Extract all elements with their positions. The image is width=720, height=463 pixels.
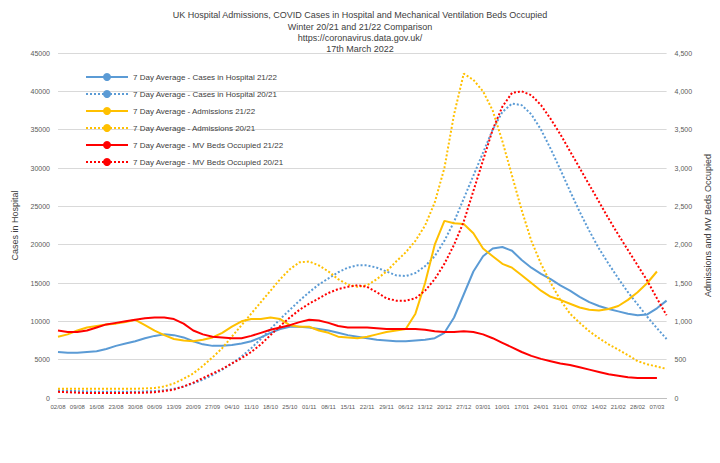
svg-text:27/09: 27/09 [205,404,221,410]
svg-text:7 Day Average - MV Beds Occupi: 7 Day Average - MV Beds Occupied 21/22 [133,141,284,150]
svg-text:29/11: 29/11 [379,404,394,410]
svg-text:21/02: 21/02 [611,404,627,410]
svg-text:1,500: 1,500 [675,280,693,287]
svg-text:20000: 20000 [31,241,51,248]
svg-text:2,000: 2,000 [675,241,693,248]
svg-text:500: 500 [675,356,687,363]
svg-text:7 Day Average - Cases in Hospi: 7 Day Average - Cases in Hospital 21/22 [133,73,277,82]
svg-text:07/02: 07/02 [572,404,588,410]
svg-text:20/09: 20/09 [186,404,202,410]
svg-text:7 Day Average - Cases in Hospi: 7 Day Average - Cases in Hospital 20/21 [133,90,277,99]
svg-text:20/12: 20/12 [437,404,453,410]
svg-text:Cases in Hospital: Cases in Hospital [10,190,20,260]
svg-text:30/08: 30/08 [128,404,144,410]
svg-text:10/01: 10/01 [495,404,511,410]
svg-text:13/12: 13/12 [418,404,434,410]
svg-text:02/08: 02/08 [50,404,66,410]
svg-text:11/10: 11/10 [244,404,259,410]
svg-text:09/08: 09/08 [70,404,86,410]
svg-text:14/02: 14/02 [591,404,607,410]
svg-text:06/09: 06/09 [147,404,163,410]
svg-text:30000: 30000 [31,165,51,172]
svg-text:18/10: 18/10 [263,404,279,410]
svg-text:06/12: 06/12 [398,404,414,410]
svg-text:5000: 5000 [34,356,50,363]
svg-text:Admissions and MV Beds Occupie: Admissions and MV Beds Occupied [703,154,713,297]
svg-text:4,500: 4,500 [675,50,693,57]
svg-text:23/08: 23/08 [108,404,124,410]
svg-text:7 Day Average - MV Beds Occupi: 7 Day Average - MV Beds Occupied 20/21 [133,158,284,167]
svg-text:07/03: 07/03 [649,404,665,410]
svg-text:25/10: 25/10 [282,404,298,410]
svg-text:Winter 20/21 and 21/22 Compari: Winter 20/21 and 21/22 Comparison [288,22,433,32]
svg-text:22/11: 22/11 [360,404,375,410]
svg-text:24/01: 24/01 [533,404,549,410]
svg-text:31/01: 31/01 [553,404,569,410]
svg-text:3,000: 3,000 [675,165,693,172]
svg-text:15000: 15000 [31,280,51,287]
svg-text:UK Hospital Admissions, COVID: UK Hospital Admissions, COVID Cases in H… [173,10,548,20]
svg-text:35000: 35000 [31,126,51,133]
svg-text:15/11: 15/11 [341,404,356,410]
svg-text:10000: 10000 [31,318,51,325]
svg-text:7 Day Average - Admissions 21/: 7 Day Average - Admissions 21/22 [133,107,256,116]
svg-text:16/08: 16/08 [89,404,105,410]
svg-text:25000: 25000 [31,203,51,210]
svg-text:04/10: 04/10 [224,404,240,410]
svg-text:28/02: 28/02 [630,404,646,410]
svg-text:4,000: 4,000 [675,88,693,95]
svg-text:17th March 2022: 17th March 2022 [326,44,394,54]
svg-text:45000: 45000 [31,50,51,57]
svg-text:40000: 40000 [31,88,51,95]
svg-text:01/11: 01/11 [302,404,317,410]
svg-text:17/01: 17/01 [514,404,530,410]
svg-text:3,500: 3,500 [675,126,693,133]
svg-text:0: 0 [675,395,679,402]
svg-text:03/01: 03/01 [476,404,492,410]
svg-text:https://coronavirus.data.gov.u: https://coronavirus.data.gov.uk/ [298,33,423,43]
svg-text:1,000: 1,000 [675,318,693,325]
svg-text:2,500: 2,500 [675,203,693,210]
svg-text:08/11: 08/11 [321,404,336,410]
svg-text:13/09: 13/09 [166,404,182,410]
svg-text:7 Day Average - Admissions 20/: 7 Day Average - Admissions 20/21 [133,124,256,133]
svg-text:27/12: 27/12 [456,404,472,410]
svg-text:0: 0 [46,395,50,402]
